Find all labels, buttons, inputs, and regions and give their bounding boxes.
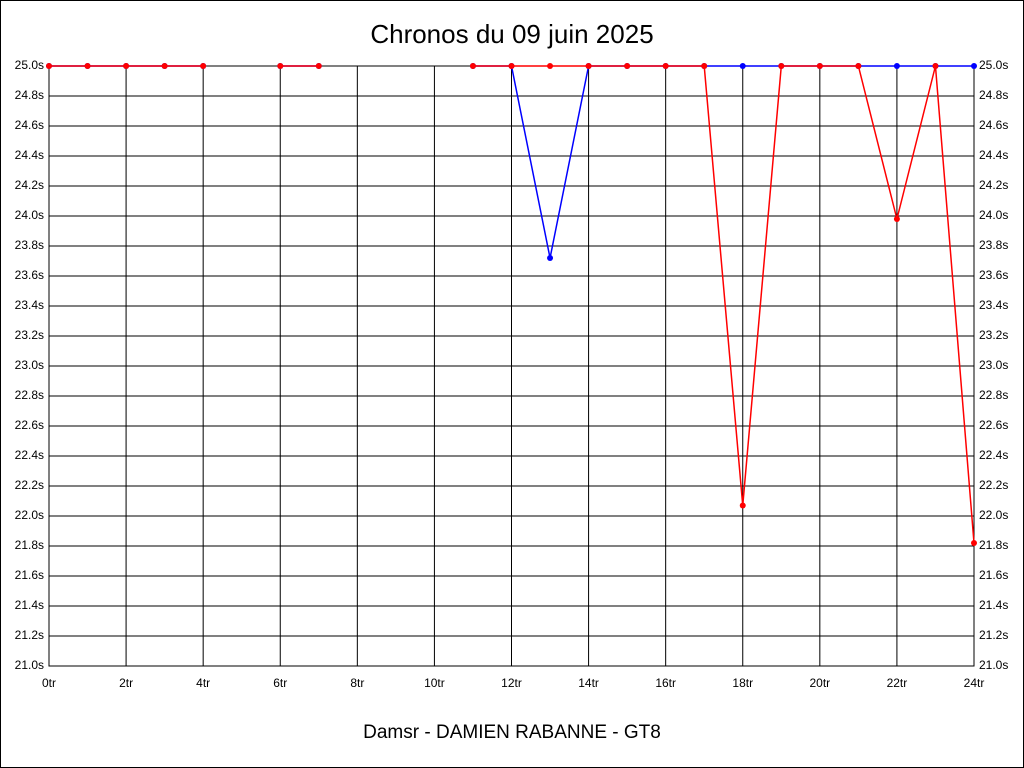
point bbox=[200, 63, 207, 69]
y-tick-label: 21.0s bbox=[15, 658, 44, 672]
y2-tick-label: 22.0s bbox=[979, 508, 1008, 522]
point bbox=[469, 63, 476, 69]
y2-tick-label: 24.0s bbox=[979, 208, 1008, 222]
point bbox=[161, 63, 168, 69]
y-tick-label: 23.8s bbox=[15, 238, 44, 252]
point bbox=[547, 255, 554, 261]
point bbox=[46, 63, 52, 69]
point bbox=[624, 63, 631, 69]
y2-tick-label: 21.6s bbox=[979, 568, 1008, 582]
point bbox=[739, 502, 746, 509]
x-tick-label: 14tr bbox=[578, 676, 599, 690]
point bbox=[277, 63, 284, 69]
x-tick-label: 10tr bbox=[424, 676, 445, 690]
x-axis-label: Damsr - DAMIEN RABANNE - GT8 bbox=[363, 722, 661, 743]
y2-tick-label: 21.0s bbox=[979, 658, 1008, 672]
x-tick-label: 20tr bbox=[809, 676, 830, 690]
y-tick-label: 21.6s bbox=[15, 568, 44, 582]
y-tick-label: 22.6s bbox=[15, 418, 44, 432]
y-tick-label: 21.2s bbox=[15, 628, 44, 642]
y-tick-label: 23.2s bbox=[15, 328, 44, 342]
y2-tick-label: 23.8s bbox=[979, 238, 1008, 252]
y2-tick-label: 21.2s bbox=[979, 628, 1008, 642]
point bbox=[971, 540, 977, 546]
point bbox=[932, 63, 939, 69]
y-tick-label: 22.2s bbox=[15, 478, 44, 492]
y-tick-label: 24.6s bbox=[15, 118, 44, 132]
y2-tick-label: 24.4s bbox=[979, 148, 1008, 162]
point bbox=[701, 63, 708, 69]
y2-tick-label: 25.0s bbox=[979, 58, 1008, 72]
y2-tick-label: 22.2s bbox=[979, 478, 1008, 492]
point bbox=[816, 63, 823, 69]
point bbox=[855, 63, 862, 69]
y-tick-label: 21.8s bbox=[15, 538, 44, 552]
y2-tick-label: 24.6s bbox=[979, 118, 1008, 132]
point bbox=[662, 63, 669, 69]
x-tick-label: 0tr bbox=[42, 676, 56, 690]
y2-tick-label: 22.4s bbox=[979, 448, 1008, 462]
point bbox=[508, 63, 515, 69]
y2-tick-label: 23.0s bbox=[979, 358, 1008, 372]
x-tick-label: 2tr bbox=[119, 676, 133, 690]
y-tick-label: 24.2s bbox=[15, 178, 44, 192]
y-tick-label: 24.0s bbox=[15, 208, 44, 222]
y2-tick-label: 21.4s bbox=[979, 598, 1008, 612]
y2-tick-label: 21.8s bbox=[979, 538, 1008, 552]
y2-tick-label: 22.6s bbox=[979, 418, 1008, 432]
y-tick-label: 22.0s bbox=[15, 508, 44, 522]
y-tick-label: 23.4s bbox=[15, 298, 44, 312]
point bbox=[84, 63, 91, 69]
y-tick-label: 22.8s bbox=[15, 388, 44, 402]
y2-tick-label: 24.8s bbox=[979, 88, 1008, 102]
x-tick-label: 16tr bbox=[655, 676, 676, 690]
point bbox=[893, 216, 900, 222]
y-tick-label: 24.4s bbox=[15, 148, 44, 162]
y2-tick-label: 23.4s bbox=[979, 298, 1008, 312]
y-tick-label: 22.4s bbox=[15, 448, 44, 462]
point bbox=[971, 63, 977, 69]
x-tick-label: 12tr bbox=[501, 676, 522, 690]
x-tick-label: 6tr bbox=[273, 676, 287, 690]
x-tick-label: 8tr bbox=[350, 676, 364, 690]
point bbox=[778, 63, 785, 69]
point bbox=[893, 63, 900, 69]
x-tick-label: 18tr bbox=[732, 676, 753, 690]
point bbox=[315, 63, 322, 69]
y-tick-label: 24.8s bbox=[15, 88, 44, 102]
point bbox=[739, 63, 746, 69]
y-tick-label: 21.4s bbox=[15, 598, 44, 612]
point bbox=[123, 63, 130, 69]
x-tick-label: 4tr bbox=[196, 676, 210, 690]
x-tick-label: 22tr bbox=[887, 676, 908, 690]
chart-title: Chronos du 09 juin 2025 bbox=[370, 19, 653, 49]
y-tick-label: 23.6s bbox=[15, 268, 44, 282]
y2-tick-label: 24.2s bbox=[979, 178, 1008, 192]
y-tick-label: 23.0s bbox=[15, 358, 44, 372]
y2-tick-label: 22.8s bbox=[979, 388, 1008, 402]
y-tick-label: 25.0s bbox=[15, 58, 44, 72]
point bbox=[547, 63, 554, 69]
point bbox=[585, 63, 592, 69]
y2-tick-label: 23.2s bbox=[979, 328, 1008, 342]
y2-tick-label: 23.6s bbox=[979, 268, 1008, 282]
x-tick-label: 24tr bbox=[964, 676, 985, 690]
